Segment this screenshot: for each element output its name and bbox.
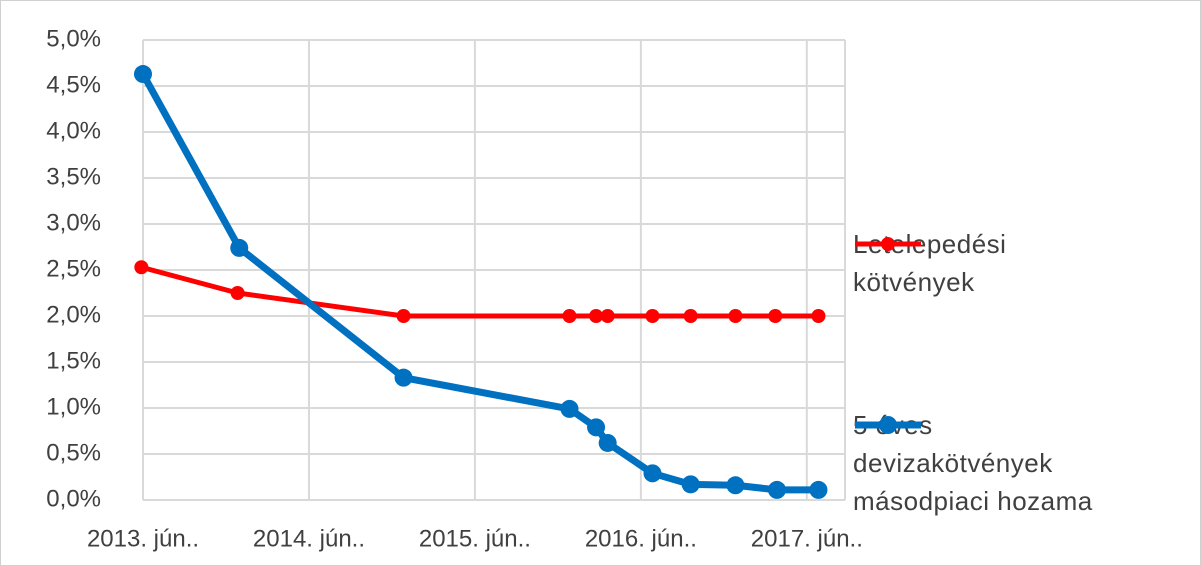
legend-marker xyxy=(879,416,897,434)
point xyxy=(230,286,245,300)
point xyxy=(134,65,152,84)
point xyxy=(396,309,411,323)
y-tick-label: 5,0% xyxy=(46,25,101,52)
y-tick-label: 0,0% xyxy=(46,485,101,512)
point xyxy=(598,433,617,452)
point xyxy=(728,309,743,323)
x-tick-label: 2016. jún.. xyxy=(585,525,697,552)
y-tick-label: 3,0% xyxy=(46,209,101,236)
legend-item: 5 éves devizakötvények másodpiaci hozama xyxy=(853,406,1118,520)
x-tick-label: 2017. jún.. xyxy=(751,525,863,552)
point xyxy=(600,309,615,323)
y-tick-label: 4,0% xyxy=(46,117,101,144)
y-tick-label: 3,5% xyxy=(46,163,101,190)
legend-marker xyxy=(881,237,895,251)
point xyxy=(562,309,577,323)
point xyxy=(683,309,698,323)
y-tick-label: 1,5% xyxy=(46,347,101,374)
y-tick-label: 1,0% xyxy=(46,393,101,420)
y-tick-label: 2,5% xyxy=(46,255,101,282)
point xyxy=(809,480,828,499)
x-tick-label: 2013. jún.. xyxy=(87,525,199,552)
point xyxy=(134,260,149,275)
point xyxy=(811,309,826,323)
point xyxy=(587,418,606,437)
legend-label: 5 éves devizakötvények másodpiaci hozama xyxy=(853,410,1093,516)
point xyxy=(768,309,783,323)
point xyxy=(645,309,660,323)
x-tick-label: 2015. jún.. xyxy=(419,525,531,552)
y-tick-label: 0,5% xyxy=(46,439,101,466)
point xyxy=(767,480,786,499)
point xyxy=(643,464,662,483)
legend-item: Letelepedési kötvények xyxy=(853,225,1118,301)
point xyxy=(394,368,413,387)
point xyxy=(589,309,604,323)
series-line xyxy=(139,72,819,494)
legend-key xyxy=(855,237,921,251)
legend-key xyxy=(855,416,921,434)
y-tick-label: 2,0% xyxy=(46,301,101,328)
x-tick-label: 2014. jún.. xyxy=(253,525,365,552)
y-tick-label: 4,5% xyxy=(46,71,101,98)
point xyxy=(560,399,579,418)
point xyxy=(230,238,249,257)
point xyxy=(681,475,700,494)
point xyxy=(726,476,745,495)
